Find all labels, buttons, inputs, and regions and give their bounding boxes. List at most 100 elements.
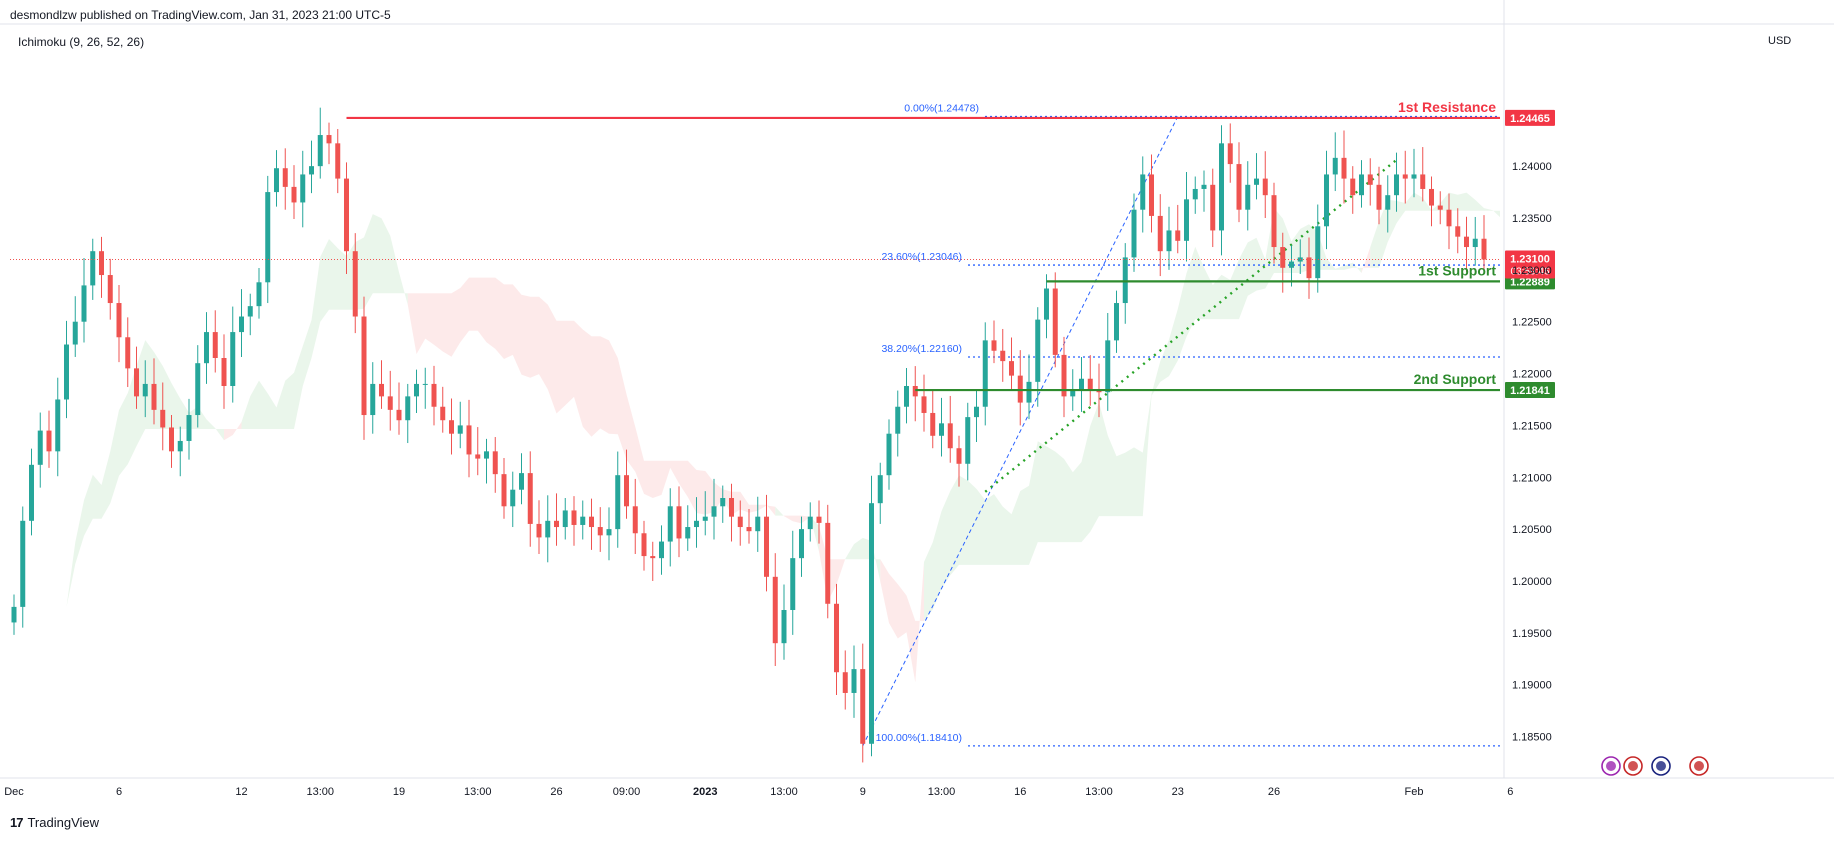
candle-down: [746, 527, 752, 532]
lightning-event-icon[interactable]: [1601, 756, 1621, 776]
candle-up: [274, 168, 279, 193]
us-flag-event-icon[interactable]: [1623, 756, 1643, 776]
candle-down: [1306, 257, 1312, 279]
x-tick-label: 19: [393, 786, 405, 798]
candle-down: [134, 368, 139, 397]
published-info: desmondlzw published on TradingView.com,…: [10, 8, 391, 22]
x-tick-label: 26: [1268, 786, 1280, 798]
cloud-segment: [845, 537, 881, 582]
fib-trend-line: [862, 116, 1179, 747]
cloud-segment: [784, 515, 811, 524]
cloud-segment: [241, 214, 408, 429]
candle-down: [772, 576, 778, 644]
candle-up: [1105, 340, 1111, 393]
candle-down: [449, 420, 454, 434]
candle-down: [1052, 288, 1058, 355]
candle-up: [230, 332, 236, 386]
fibonacci-retracement: 0.00%(1.24478) 23.60%(1.23046) 38.20%(1.22…: [862, 103, 1500, 747]
y-tick-label: 1.21000: [1512, 472, 1552, 484]
candle-down: [676, 506, 682, 539]
candle-down: [589, 516, 594, 528]
brand-label: TradingView: [27, 815, 100, 830]
candle-up: [370, 383, 376, 416]
candle-up: [580, 516, 586, 525]
candle-down: [921, 396, 927, 413]
candle-up: [939, 423, 944, 436]
candle-up: [1070, 389, 1076, 397]
candle-down: [282, 168, 288, 187]
candle-down: [1009, 361, 1014, 376]
candle-down: [160, 409, 166, 428]
candle-up: [1166, 230, 1172, 252]
cloud-segment: [224, 422, 242, 441]
x-tick-label: 2023: [693, 786, 717, 798]
candle-down: [1210, 184, 1216, 231]
x-tick-label: 09:00: [613, 786, 641, 798]
candle-down: [125, 337, 131, 369]
candle-up: [869, 503, 874, 744]
candle-up: [1131, 209, 1137, 258]
cloud-segment: [880, 559, 924, 683]
level-price-text: 1.22889: [1510, 276, 1550, 288]
indicator-legend[interactable]: Ichimoku (9, 26, 52, 26): [18, 35, 145, 49]
candle-up: [1385, 195, 1391, 210]
candle-up: [309, 166, 314, 175]
cloud-segment: [775, 506, 784, 517]
candle-up: [974, 406, 979, 418]
candle-up: [186, 415, 192, 441]
candle-up: [265, 192, 271, 283]
candle-down: [221, 358, 227, 386]
candle-down: [991, 340, 997, 351]
countdown-text: 03:59:46: [1511, 266, 1550, 277]
candle-down: [554, 520, 559, 528]
candle-down: [1341, 157, 1347, 179]
candle-down: [729, 498, 734, 517]
candle-up: [965, 417, 971, 464]
candle-down: [1376, 184, 1382, 210]
candle-down: [379, 383, 384, 397]
candle-down: [396, 409, 402, 421]
candle-up: [29, 464, 34, 521]
cloud-segment: [819, 526, 846, 602]
candle-down: [212, 332, 218, 358]
candle-up: [1122, 257, 1128, 304]
candle-down: [107, 275, 113, 304]
candle-down: [344, 178, 349, 252]
candle-up: [1359, 174, 1364, 196]
candle-up: [1140, 174, 1146, 210]
candle-up: [781, 610, 787, 644]
y-tick-label: 1.23500: [1512, 213, 1552, 225]
event-icon-dot: [1628, 761, 1638, 771]
y-tick-label: 1.18500: [1512, 732, 1552, 744]
candle-up: [317, 135, 323, 167]
candle-up: [142, 383, 148, 397]
candle-up: [300, 174, 306, 203]
candle-up: [11, 606, 17, 623]
candle-up: [204, 332, 209, 364]
cloud-segment: [1361, 247, 1371, 273]
candle-down: [1437, 205, 1443, 210]
current-price-text: 1.23100: [1510, 253, 1550, 265]
candle-down: [571, 510, 577, 525]
candle-up: [1184, 199, 1189, 241]
y-tick-label: 1.20500: [1512, 524, 1552, 536]
fib-level-label: 100.00%(1.18410): [876, 732, 962, 744]
candle-down: [1350, 178, 1356, 196]
uk-flag-event-icon[interactable]: [1651, 756, 1671, 776]
candle-down: [860, 669, 866, 744]
candle-down: [947, 423, 953, 449]
candle-up: [1219, 143, 1224, 231]
candle-down: [764, 516, 769, 577]
x-tick-label: 13:00: [1085, 786, 1113, 798]
candle-up: [982, 340, 988, 407]
price-axis: USD 1.24000 1.23500 1.23000 1.22500 1.22000 1.…: [0, 0, 1834, 779]
candle-down: [1280, 247, 1286, 268]
candle-up: [545, 520, 551, 538]
candle-up: [1394, 174, 1399, 196]
candle-down: [1271, 195, 1277, 248]
candle-down: [527, 473, 533, 524]
x-tick-label: 26: [550, 786, 562, 798]
candle-down: [816, 516, 822, 523]
us-flag-event-icon[interactable]: [1689, 756, 1709, 776]
